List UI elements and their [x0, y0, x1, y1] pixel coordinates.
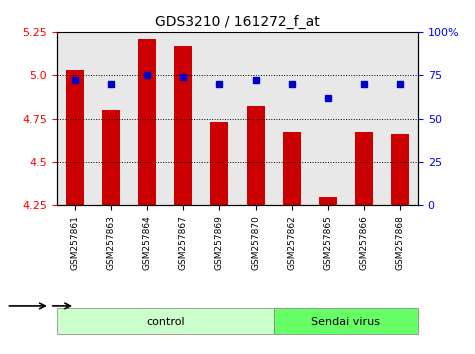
Bar [66, 70, 84, 205]
Bar [247, 107, 265, 205]
Bar [355, 132, 373, 205]
Bar [391, 134, 409, 205]
Bar [210, 122, 228, 205]
Bar [319, 196, 337, 205]
Bar [138, 39, 156, 205]
FancyBboxPatch shape [57, 308, 274, 334]
Bar [174, 46, 192, 205]
Title: GDS3210 / 161272_f_at: GDS3210 / 161272_f_at [155, 15, 320, 29]
FancyBboxPatch shape [274, 308, 418, 334]
Text: control: control [146, 316, 185, 326]
Bar [102, 110, 120, 205]
Text: Sendai virus: Sendai virus [311, 316, 380, 326]
Legend: transformed count, percentile rank within the sample: transformed count, percentile rank withi… [26, 350, 216, 354]
Bar [283, 132, 301, 205]
